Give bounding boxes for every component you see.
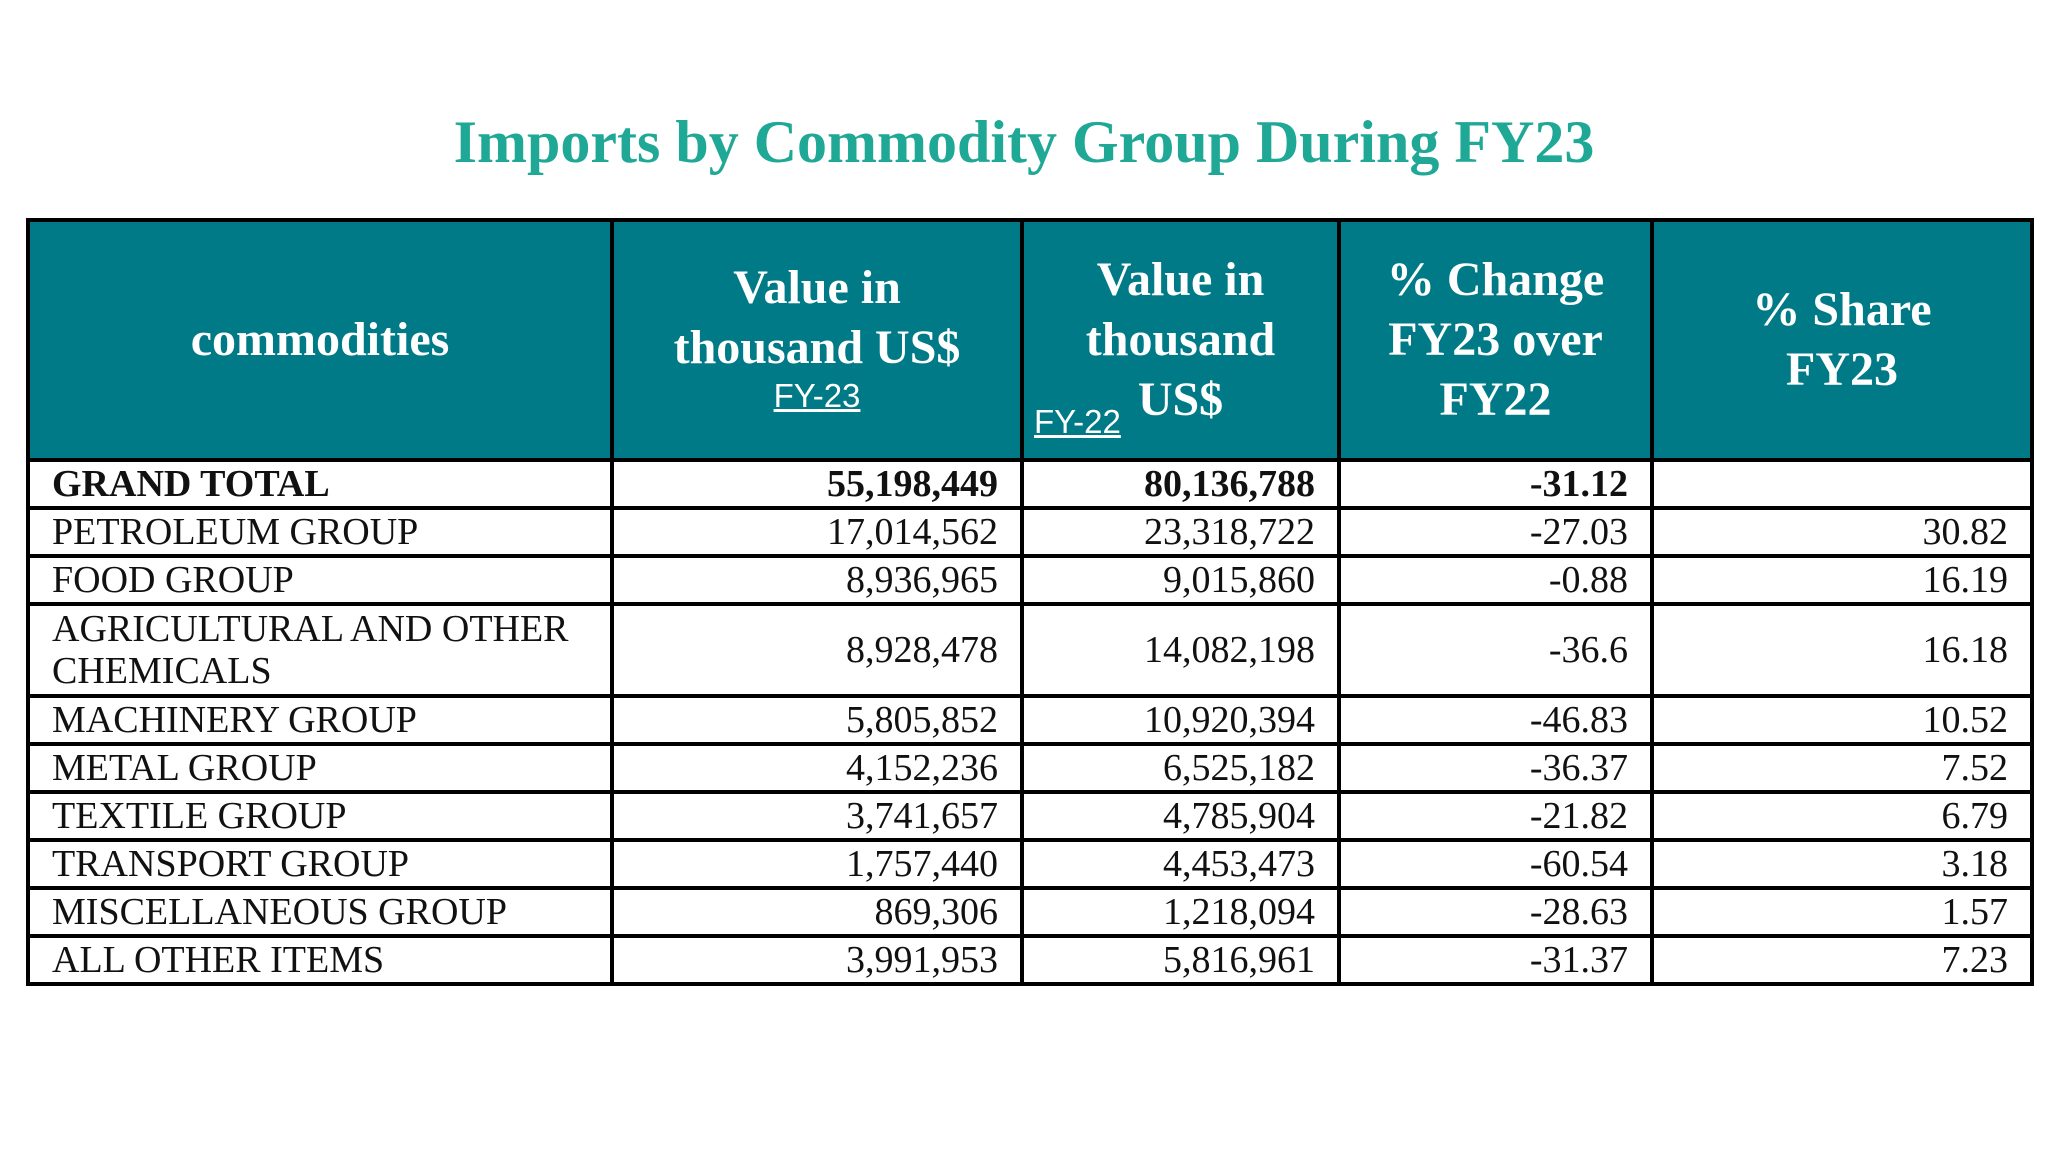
cell-commodity: FOOD GROUP	[26, 554, 614, 606]
header-value-fy22-label: Value in thousand US$	[1085, 253, 1276, 426]
cell-commodity: PETROLEUM GROUP	[26, 506, 614, 558]
table-row: TRANSPORT GROUP 1,757,440 4,453,473 -60.…	[26, 838, 2034, 890]
header-value-fy23: Value in thousand US$ FY-23	[610, 218, 1024, 462]
cell-share: 10.52	[1650, 694, 2034, 746]
cell-change: -28.63	[1337, 886, 1654, 938]
cell-commodity: MISCELLANEOUS GROUP	[26, 886, 614, 938]
cell-change: -0.88	[1337, 554, 1654, 606]
cell-value-fy23: 17,014,562	[610, 506, 1024, 558]
cell-value-fy23: 869,306	[610, 886, 1024, 938]
table-row-grand-total: GRAND TOTAL 55,198,449 80,136,788 -31.12	[26, 458, 2034, 510]
cell-value-fy23: 8,936,965	[610, 554, 1024, 606]
cell-change: -27.03	[1337, 506, 1654, 558]
cell-value-fy22: 6,525,182	[1020, 742, 1341, 794]
cell-share: 16.19	[1650, 554, 2034, 606]
cell-share: 1.57	[1650, 886, 2034, 938]
cell-commodity: METAL GROUP	[26, 742, 614, 794]
cell-commodity: GRAND TOTAL	[26, 458, 614, 510]
table-row: ALL OTHER ITEMS 3,991,953 5,816,961 -31.…	[26, 934, 2034, 986]
cell-change: -31.12	[1337, 458, 1654, 510]
header-value-fy22: Value in thousand US$ FY-22	[1020, 218, 1341, 462]
header-commodities-label: commodities	[190, 313, 450, 366]
cell-value-fy22: 5,816,961	[1020, 934, 1341, 986]
cell-value-fy23: 3,741,657	[610, 790, 1024, 842]
table-row: FOOD GROUP 8,936,965 9,015,860 -0.88 16.…	[26, 554, 2034, 606]
table-row: MACHINERY GROUP 5,805,852 10,920,394 -46…	[26, 694, 2034, 746]
header-fy23-link[interactable]: FY-23	[773, 377, 861, 414]
header-share: % Share FY23	[1650, 218, 2034, 462]
table-row: PETROLEUM GROUP 17,014,562 23,318,722 -2…	[26, 506, 2034, 558]
cell-value-fy22: 4,785,904	[1020, 790, 1341, 842]
cell-value-fy22: 80,136,788	[1020, 458, 1341, 510]
header-share-label: % Share FY23	[1752, 283, 1932, 396]
cell-change: -46.83	[1337, 694, 1654, 746]
cell-value-fy23: 1,757,440	[610, 838, 1024, 890]
table-row: TEXTILE GROUP 3,741,657 4,785,904 -21.82…	[26, 790, 2034, 842]
cell-value-fy22: 9,015,860	[1020, 554, 1341, 606]
table-row: AGRICULTURAL AND OTHER CHEMICALS 8,928,4…	[26, 602, 2034, 698]
cell-value-fy22: 1,218,094	[1020, 886, 1341, 938]
cell-commodity: AGRICULTURAL AND OTHER CHEMICALS	[26, 602, 614, 698]
cell-value-fy23: 8,928,478	[610, 602, 1024, 698]
cell-value-fy23: 4,152,236	[610, 742, 1024, 794]
cell-value-fy23: 55,198,449	[610, 458, 1024, 510]
cell-commodity: TRANSPORT GROUP	[26, 838, 614, 890]
table-header-row: commodities Value in thousand US$ FY-23 …	[26, 218, 2034, 462]
cell-value-fy22: 14,082,198	[1020, 602, 1341, 698]
header-change: % Change FY23 over FY22	[1337, 218, 1654, 462]
cell-share: 3.18	[1650, 838, 2034, 890]
cell-share: 16.18	[1650, 602, 2034, 698]
cell-share: 7.23	[1650, 934, 2034, 986]
cell-share: 6.79	[1650, 790, 2034, 842]
cell-value-fy23: 5,805,852	[610, 694, 1024, 746]
cell-share: 30.82	[1650, 506, 2034, 558]
cell-change: -21.82	[1337, 790, 1654, 842]
cell-share: 7.52	[1650, 742, 2034, 794]
header-commodities: commodities	[26, 218, 614, 462]
cell-commodity: TEXTILE GROUP	[26, 790, 614, 842]
cell-share	[1650, 458, 2034, 510]
table-row: MISCELLANEOUS GROUP 869,306 1,218,094 -2…	[26, 886, 2034, 938]
chart-title: Imports by Commodity Group During FY23	[453, 109, 1595, 175]
cell-commodity: ALL OTHER ITEMS	[26, 934, 614, 986]
cell-change: -60.54	[1337, 838, 1654, 890]
cell-value-fy23: 3,991,953	[610, 934, 1024, 986]
cell-value-fy22: 10,920,394	[1020, 694, 1341, 746]
cell-value-fy22: 4,453,473	[1020, 838, 1341, 890]
imports-table: commodities Value in thousand US$ FY-23 …	[26, 218, 2034, 986]
cell-change: -31.37	[1337, 934, 1654, 986]
cell-change: -36.37	[1337, 742, 1654, 794]
header-value-fy23-label: Value in thousand US$	[673, 261, 961, 374]
cell-commodity: MACHINERY GROUP	[26, 694, 614, 746]
cell-change: -36.6	[1337, 602, 1654, 698]
cell-value-fy22: 23,318,722	[1020, 506, 1341, 558]
header-fy22-link[interactable]: FY-22	[1034, 403, 1121, 440]
header-change-label: % Change FY23 over FY22	[1386, 253, 1605, 426]
table-row: METAL GROUP 4,152,236 6,525,182 -36.37 7…	[26, 742, 2034, 794]
